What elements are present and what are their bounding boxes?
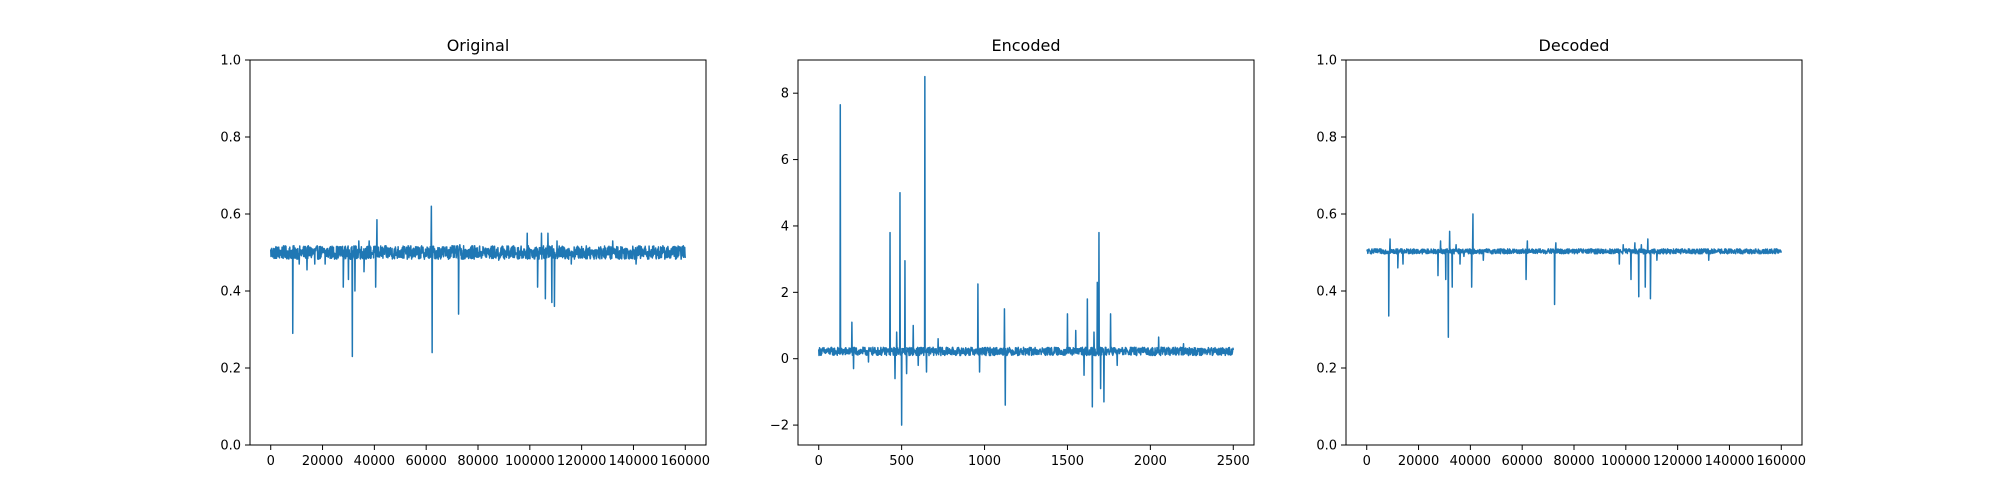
y-tick-label: 0.6 <box>220 208 241 223</box>
y-axis: 0.0 0.2 0.4 0.6 0.8 1.0 <box>1316 54 1346 454</box>
subplot-title: Decoded <box>1539 36 1610 55</box>
x-tick-label: 0 <box>815 454 823 469</box>
series-layer <box>269 205 687 358</box>
x-tick-label: 40000 <box>354 454 395 469</box>
y-tick-label: 0.4 <box>220 285 241 300</box>
y-tick-label: 4 <box>781 219 789 234</box>
plot-frame <box>1345 59 1803 446</box>
x-tick-label: 120000 <box>557 454 607 469</box>
y-tick-label: 8 <box>781 87 789 102</box>
x-axis: 0 20000 40000 60000 80000 100000 120000 140000 1… <box>1363 445 1806 469</box>
subplot-encoded: Encoded 0 500 1000 1500 2000 2500 −2 0 2 4 6 8 <box>770 36 1255 469</box>
x-tick-label: 160000 <box>1756 454 1806 469</box>
y-tick-label: 0.8 <box>220 131 241 146</box>
x-axis: 0 20000 40000 60000 80000 100000 120000 140000 1… <box>267 445 710 469</box>
x-tick-label: 1500 <box>1051 454 1084 469</box>
y-tick-label: 0.0 <box>1316 439 1337 454</box>
x-tick-label: 80000 <box>1553 454 1594 469</box>
x-tick-label: 140000 <box>1705 454 1755 469</box>
y-tick-label: 0.4 <box>1316 285 1337 300</box>
y-tick-label: 6 <box>781 153 789 168</box>
series-line <box>1366 213 1782 338</box>
y-tick-label: 0 <box>781 352 789 367</box>
x-tick-label: 100000 <box>1601 454 1651 469</box>
subplot-decoded: Decoded 0 20000 40000 60000 80000 100000 12000… <box>1316 36 1806 469</box>
series-line <box>817 75 1235 426</box>
y-tick-label: 0.2 <box>1316 362 1337 377</box>
y-tick-label: 1.0 <box>1316 54 1337 69</box>
y-tick-label: 0.6 <box>1316 208 1337 223</box>
y-tick-label: −2 <box>770 419 789 434</box>
plot-frame <box>249 59 707 446</box>
x-tick-label: 2000 <box>1134 454 1167 469</box>
x-axis: 0 500 1000 1500 2000 2500 <box>815 445 1250 469</box>
y-tick-label: 0.8 <box>1316 131 1337 146</box>
series-line <box>269 205 687 358</box>
plot-frame <box>797 59 1255 446</box>
series-layer <box>817 75 1235 426</box>
y-tick-label: 0.2 <box>220 362 241 377</box>
subplot-title: Original <box>447 36 510 55</box>
x-tick-label: 0 <box>267 454 275 469</box>
x-tick-label: 20000 <box>302 454 343 469</box>
x-tick-label: 120000 <box>1653 454 1703 469</box>
x-tick-label: 20000 <box>1398 454 1439 469</box>
x-tick-label: 40000 <box>1450 454 1491 469</box>
y-axis: 0.0 0.2 0.4 0.6 0.8 1.0 <box>220 54 250 454</box>
series-layer <box>1366 213 1782 338</box>
y-tick-label: 2 <box>781 286 789 301</box>
x-tick-label: 60000 <box>1502 454 1543 469</box>
y-tick-label: 1.0 <box>220 54 241 69</box>
subplot-title: Encoded <box>992 36 1061 55</box>
x-tick-label: 100000 <box>505 454 555 469</box>
x-tick-label: 160000 <box>660 454 710 469</box>
x-tick-label: 2500 <box>1217 454 1250 469</box>
x-tick-label: 1000 <box>968 454 1001 469</box>
x-tick-label: 80000 <box>457 454 498 469</box>
x-tick-label: 140000 <box>609 454 659 469</box>
x-tick-label: 500 <box>889 454 914 469</box>
subplot-original: Original 0 20000 40000 60000 80000 100000 1200… <box>220 36 710 469</box>
y-axis: −2 0 2 4 6 8 <box>770 87 798 434</box>
x-tick-label: 0 <box>1363 454 1371 469</box>
y-tick-label: 0.0 <box>220 439 241 454</box>
x-tick-label: 60000 <box>406 454 447 469</box>
